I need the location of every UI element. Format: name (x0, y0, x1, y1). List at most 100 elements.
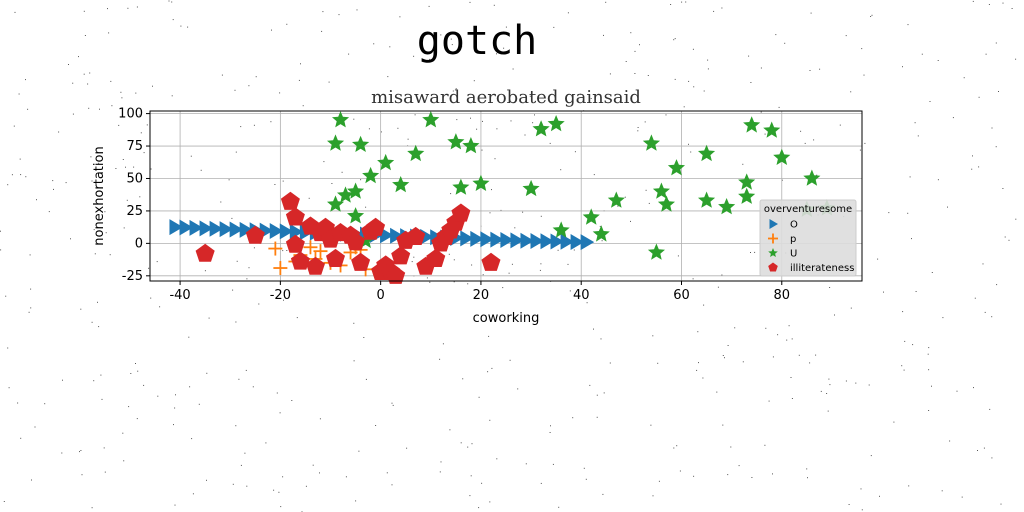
speckle-dot (473, 80, 475, 82)
speckle-dot (983, 447, 985, 449)
speckle-dot (62, 379, 63, 381)
speckle-dot (300, 63, 301, 65)
data-point (592, 225, 610, 242)
speckle-dot (98, 326, 100, 328)
speckle-dot (652, 335, 654, 337)
data-point (209, 220, 224, 237)
speckle-dot (31, 479, 32, 481)
speckle-dot (236, 260, 238, 262)
speckle-dot (928, 369, 930, 371)
speckle-dot (1000, 503, 1002, 505)
speckle-dot (644, 121, 646, 123)
speckle-dot (286, 23, 288, 25)
speckle-dot (524, 134, 526, 136)
speckle-dot (198, 403, 200, 405)
speckle-dot (89, 72, 91, 74)
legend-label: O (790, 220, 798, 231)
speckle-dot (450, 38, 452, 40)
speckle-dot (567, 263, 569, 265)
speckle-dot (392, 404, 394, 406)
speckle-dot (883, 291, 884, 293)
speckle-dot (322, 11, 324, 13)
speckle-dot (585, 478, 587, 480)
speckle-dot (481, 482, 483, 484)
speckle-dot (514, 227, 516, 229)
plot-frame (149, 110, 863, 282)
speckle-dot (764, 133, 766, 135)
speckle-dot (583, 467, 585, 469)
speckle-dot (907, 24, 909, 26)
speckle-dot (240, 126, 242, 128)
speckle-dot (476, 128, 478, 130)
data-point (647, 243, 665, 260)
speckle-dot (601, 240, 603, 242)
speckle-dot (917, 135, 919, 137)
speckle-dot (136, 418, 138, 420)
speckle-dot (702, 377, 704, 379)
data-point (362, 166, 380, 184)
speckle-dot (848, 504, 850, 505)
speckle-dot (135, 92, 137, 94)
speckle-dot (123, 227, 125, 229)
speckle-dot (949, 440, 951, 442)
speckle-dot (914, 122, 916, 124)
speckle-dot (998, 91, 999, 92)
speckle-dot (29, 254, 31, 256)
speckle-dot (53, 188, 54, 190)
speckle-dot (100, 374, 102, 376)
speckle-dot (449, 429, 451, 431)
speckle-dot (928, 347, 930, 349)
speckle-dot (305, 485, 307, 487)
speckle-dot (93, 380, 95, 382)
x-tick-label: 20 (473, 288, 490, 303)
speckle-dot (118, 124, 120, 126)
speckle-dot (991, 457, 993, 459)
speckle-dot (460, 442, 462, 444)
speckle-dot (677, 255, 679, 257)
legend-entry: illiterateness (768, 262, 854, 274)
speckle-dot (727, 345, 729, 346)
speckle-dot (596, 416, 598, 418)
data-point (490, 231, 504, 248)
speckle-dot (467, 283, 469, 285)
speckle-dot (742, 361, 744, 363)
speckle-dot (688, 80, 690, 82)
speckle-dot (921, 53, 923, 55)
speckle-dot (125, 166, 126, 168)
speckle-dot (296, 317, 298, 319)
speckle-dot (120, 91, 122, 93)
figure-suptitle: gotch (416, 18, 538, 64)
speckle-dot (860, 488, 862, 490)
speckle-dot (534, 114, 535, 116)
speckle-dot (510, 120, 512, 122)
speckle-dot (984, 311, 986, 313)
speckle-dot (152, 85, 153, 87)
speckle-dot (864, 142, 866, 144)
speckle-dot (91, 180, 93, 182)
speckle-dot (713, 10, 715, 12)
speckle-dot (235, 151, 237, 153)
data-point (289, 223, 304, 240)
y-tick-label: -25 (122, 269, 143, 284)
data-point (280, 191, 300, 210)
speckle-dot (228, 179, 230, 181)
speckle-dot (34, 426, 36, 428)
speckle-dot (111, 105, 113, 107)
speckle-dot (634, 50, 636, 52)
speckle-dot (540, 482, 542, 484)
speckle-dot (637, 127, 639, 128)
speckle-dot (282, 180, 284, 182)
speckle-dot (888, 212, 890, 214)
speckle-dot (391, 402, 393, 404)
speckle-dot (61, 452, 63, 454)
speckle-dot (549, 142, 551, 144)
speckle-dot (956, 390, 958, 392)
speckle-dot (791, 338, 793, 340)
data-point (406, 226, 426, 245)
speckle-dot (907, 212, 909, 214)
speckle-dot (206, 372, 208, 374)
speckle-dot (36, 199, 37, 201)
speckle-dot (270, 121, 272, 123)
data-point (540, 233, 555, 250)
